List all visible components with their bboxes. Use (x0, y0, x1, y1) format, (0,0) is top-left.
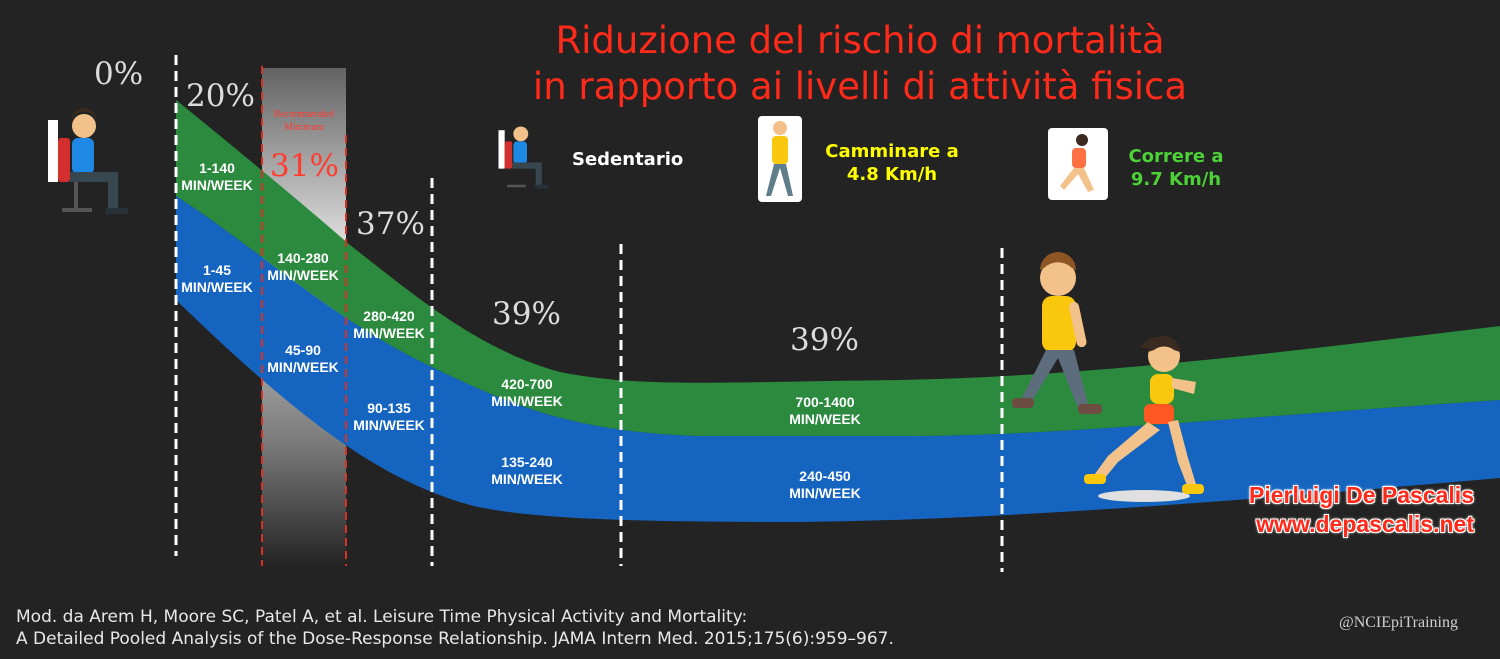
green-label-range: 1-140 (199, 160, 235, 176)
blue-label-range: 1-45 (202, 262, 232, 278)
title-line-2: in rapporto ai livelli di attività fisic… (532, 65, 1188, 108)
recommended-minimum-label: Recommended Minimum (262, 108, 346, 134)
blue-label-unit: MIN/WEEK (353, 417, 425, 433)
blue-label: 90-135 MIN/WEEK (334, 400, 444, 434)
blue-label-range: 45-90 (285, 342, 321, 358)
twitter-handle: @NCIEpiTraining (1338, 614, 1458, 631)
title-line-1: Riduzione del rischio di mortalità (555, 19, 1165, 62)
running-woman-icon (1084, 336, 1204, 502)
green-label-range: 280-420 (363, 308, 415, 324)
blue-label-unit: MIN/WEEK (491, 471, 563, 487)
sedentary-legend-icon (498, 126, 549, 189)
green-label: 280-420 MIN/WEEK (334, 308, 444, 342)
pct-31: 31% (270, 148, 339, 184)
blue-band (176, 196, 1500, 522)
green-label-unit: MIN/WEEK (789, 411, 861, 427)
chart-title: Riduzione del rischio di mortalità in ra… (360, 18, 1360, 110)
source-line-2: A Detailed Pooled Analysis of the Dose-R… (16, 629, 894, 649)
pct-0: 0% (94, 56, 144, 92)
blue-label-range: 240-450 (799, 468, 851, 484)
pct-39-b: 39% (790, 322, 859, 358)
pct-37: 37% (356, 206, 425, 242)
green-label-range: 140-280 (277, 250, 329, 266)
green-label-range: 700-1400 (795, 394, 855, 410)
walking-legend-icon (758, 116, 802, 202)
green-label: 420-700 MIN/WEEK (472, 376, 582, 410)
legend-walking: Camminare a 4.8 Km/h (822, 140, 962, 186)
legend-running-line-2: 9.7 Km/h (1130, 169, 1222, 190)
recommended-label-line-2: Minimum (283, 122, 324, 133)
walking-man-icon (1012, 252, 1102, 414)
blue-label: 45-90 MIN/WEEK (248, 342, 358, 376)
source-line-1: Mod. da Arem H, Moore SC, Patel A, et al… (16, 607, 748, 627)
author-credit: Pierluigi De Pascalis (1248, 482, 1474, 508)
blue-label: 1-45 MIN/WEEK (162, 262, 272, 296)
source-citation: Mod. da Arem H, Moore SC, Patel A, et al… (16, 606, 894, 650)
legend-sedentary: Sedentario (572, 149, 684, 170)
legend-running: Correre a 9.7 Km/h (1114, 145, 1238, 191)
green-label: 140-280 MIN/WEEK (248, 250, 358, 284)
green-label-unit: MIN/WEEK (181, 177, 253, 193)
author-website[interactable]: www.depascalis.net (1256, 511, 1474, 537)
running-legend-icon (1048, 128, 1108, 200)
green-label: 1-140 MIN/WEEK (162, 160, 272, 194)
blue-label-range: 135-240 (501, 454, 553, 470)
pct-39-a: 39% (492, 296, 561, 332)
green-label-unit: MIN/WEEK (353, 325, 425, 341)
legend-walking-line-1: Camminare a (825, 141, 959, 162)
blue-label: 135-240 MIN/WEEK (472, 454, 582, 488)
green-label-unit: MIN/WEEK (491, 393, 563, 409)
blue-label-unit: MIN/WEEK (181, 279, 253, 295)
legend-walking-line-2: 4.8 Km/h (846, 164, 938, 185)
green-label-range: 420-700 (501, 376, 553, 392)
green-label-unit: MIN/WEEK (267, 267, 339, 283)
blue-label-unit: MIN/WEEK (267, 359, 339, 375)
green-band (176, 100, 1500, 436)
blue-label: 240-450 MIN/WEEK (770, 468, 880, 502)
legend-running-line-1: Correre a (1128, 146, 1224, 167)
recommended-label-line-1: Recommended (274, 109, 334, 120)
green-label: 700-1400 MIN/WEEK (770, 394, 880, 428)
sitting-person-icon (48, 108, 128, 214)
blue-label-range: 90-135 (367, 400, 411, 416)
pct-20: 20% (186, 78, 255, 114)
blue-label-unit: MIN/WEEK (789, 485, 861, 501)
